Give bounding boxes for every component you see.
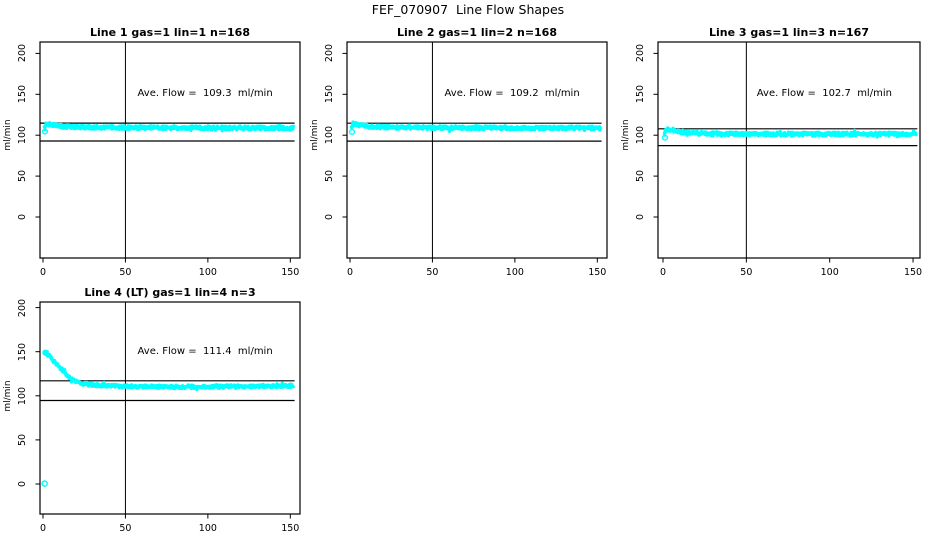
plot-box: [346, 41, 608, 259]
panel-title: Line 4 (LT) gas=1 lin=4 n=3: [84, 286, 256, 299]
y-tick-label: 200: [17, 44, 28, 63]
x-tick-label: 0: [39, 267, 47, 278]
avg-flow-annotation: Ave. Flow = 109.2 ml/min: [444, 88, 580, 100]
y-axis-label: ml/min: [3, 380, 13, 412]
x-tick-label: 150: [281, 267, 300, 278]
plot-canvas: [35, 301, 301, 519]
panel-line-3: Line 3 gas=1 lin=3 n=167 ml/min Ave. Flo…: [612, 15, 936, 296]
start-marker: [661, 134, 669, 141]
avg-flow-annotation: Ave. Flow = 109.3 ml/min: [137, 88, 273, 100]
x-tick-label: 50: [119, 267, 132, 278]
x-tick-label: 100: [198, 523, 217, 534]
start-marker: [41, 128, 49, 135]
flow-scatter: [42, 121, 296, 133]
y-tick-label: 100: [324, 126, 335, 145]
y-tick-label: 50: [324, 170, 335, 183]
y-tick-label: 150: [17, 342, 28, 361]
y-tick-label: 100: [17, 126, 28, 145]
panel-line-2: Line 2 gas=1 lin=2 n=168 ml/min Ave. Flo…: [301, 15, 631, 296]
y-tick-label: 50: [635, 170, 646, 183]
y-tick-label: 0: [17, 213, 28, 221]
y-tick-label: 100: [17, 386, 28, 405]
plot-box: [39, 301, 301, 515]
panel-title: Line 1 gas=1 lin=1 n=168: [89, 26, 250, 39]
y-tick-label: 200: [635, 44, 646, 63]
plot-canvas: [653, 41, 921, 263]
plot-canvas: [342, 41, 608, 263]
y-tick-label: 0: [635, 213, 646, 221]
y-axis-label: ml/min: [3, 119, 13, 151]
start-marker: [348, 128, 356, 136]
y-tick-label: 150: [324, 85, 335, 104]
x-tick-label: 100: [820, 267, 839, 278]
y-tick-label: 50: [17, 170, 28, 183]
y-tick-label: 200: [324, 44, 335, 63]
y-tick-label: 50: [17, 433, 28, 446]
x-tick-label: 100: [505, 267, 524, 278]
panel-title: Line 3 gas=1 lin=3 n=167: [708, 26, 869, 39]
plot-box: [39, 41, 301, 259]
x-tick-label: 150: [903, 267, 923, 278]
y-axis-label: ml/min: [621, 119, 631, 151]
panel-title: Line 2 gas=1 lin=2 n=168: [396, 26, 557, 39]
flow-scatter: [662, 126, 918, 139]
x-tick-label: 0: [346, 267, 354, 278]
y-tick-label: 150: [17, 85, 28, 104]
avg-flow-annotation: Ave. Flow = 102.7 ml/min: [756, 88, 892, 100]
panel-line-4: Line 4 (LT) gas=1 lin=4 n=3 ml/min Ave. …: [0, 275, 324, 540]
outlier-marker: [41, 480, 48, 487]
x-tick-label: 100: [198, 267, 217, 278]
x-tick-label: 0: [659, 267, 667, 278]
panel-line-1: Line 1 gas=1 lin=1 n=168 ml/min Ave. Flo…: [0, 15, 324, 296]
flow-scatter: [349, 120, 603, 133]
y-tick-label: 100: [635, 126, 646, 145]
x-tick-label: 0: [39, 523, 47, 534]
y-tick-label: 0: [17, 480, 28, 488]
y-axis-label: ml/min: [310, 119, 320, 151]
avg-flow-annotation: Ave. Flow = 111.4 ml/min: [137, 345, 273, 357]
x-tick-label: 150: [281, 523, 300, 534]
main-title: FEF_070907 Line Flow Shapes: [371, 2, 565, 17]
plot-box: [657, 41, 921, 259]
x-tick-label: 50: [740, 267, 753, 278]
plot-canvas: [35, 41, 301, 263]
x-tick-label: 150: [588, 267, 607, 278]
y-tick-label: 0: [324, 213, 335, 221]
flow-scatter: [42, 349, 295, 392]
x-tick-label: 50: [119, 523, 132, 534]
y-tick-label: 200: [17, 298, 28, 317]
x-tick-label: 50: [426, 267, 439, 278]
y-tick-label: 150: [635, 85, 646, 104]
